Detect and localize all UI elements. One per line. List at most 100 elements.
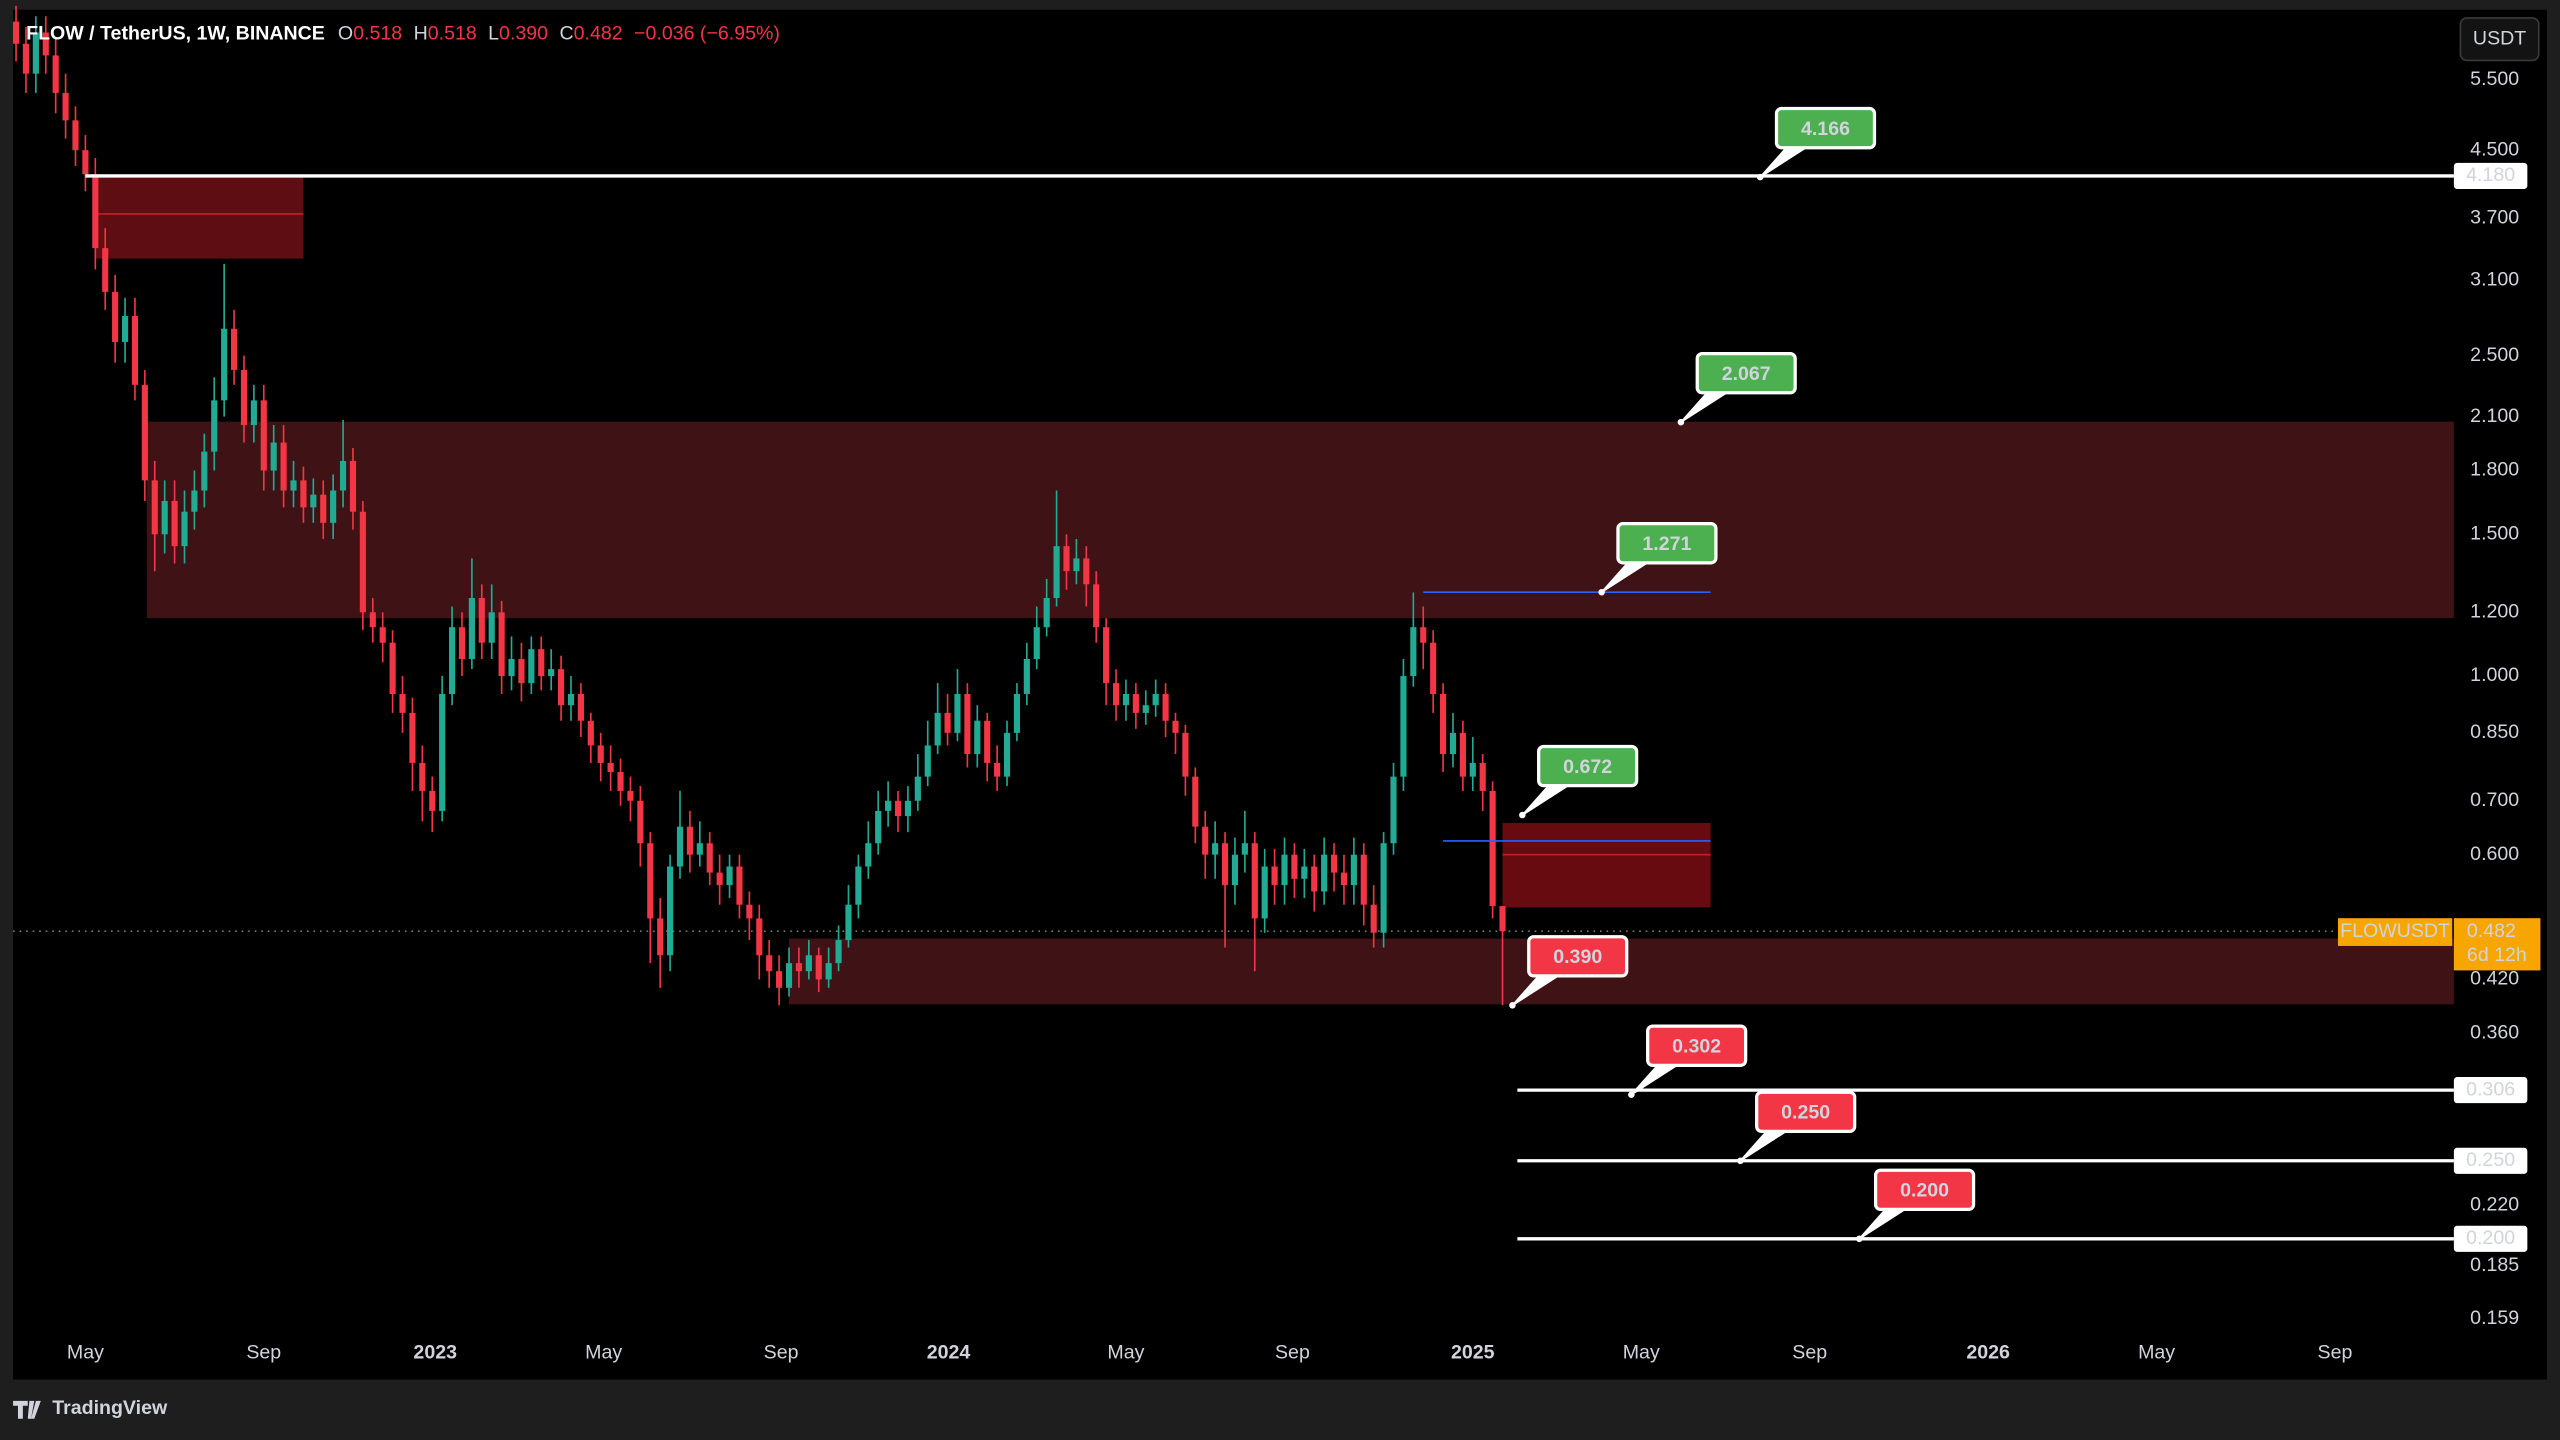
callout-box <box>1527 935 1629 978</box>
candle-body <box>1122 693 1130 706</box>
candle-body <box>1152 693 1159 706</box>
zone <box>1502 822 1711 908</box>
candle-body <box>1172 720 1179 733</box>
candle-body <box>349 460 357 512</box>
candle-body <box>508 658 515 677</box>
candle-body <box>1033 627 1040 659</box>
callout-box <box>1616 522 1718 565</box>
symbol-title: FLOW / TetherUS, 1W, BINANCE <box>26 22 325 44</box>
candle-body <box>994 762 1001 777</box>
candle-body <box>875 810 882 844</box>
candle-body <box>964 693 971 755</box>
y-tick-label: 0.600 <box>2470 843 2519 865</box>
callout-label: 0.390 <box>1553 946 1602 968</box>
candle-body <box>696 843 703 855</box>
ohlc-value: 0.390 <box>499 22 548 44</box>
callout-label: 2.067 <box>1722 363 1771 385</box>
ohlc-value: 0.482 <box>574 22 623 44</box>
candle-body <box>1103 627 1110 684</box>
candle-body <box>1311 866 1318 892</box>
candle-body <box>528 649 535 684</box>
zone <box>146 421 2454 619</box>
candle-body <box>766 955 773 972</box>
candle-body <box>379 627 386 643</box>
candle-body <box>22 43 30 74</box>
overlays: 5.500 4.500 3.700 3.100 2.500 2.100 1.800 1.500… <box>67 68 2541 1364</box>
candle-body <box>1400 676 1407 777</box>
candle-body <box>1370 904 1377 933</box>
candle-body <box>1479 762 1486 791</box>
candle-body <box>419 762 426 791</box>
candle-body <box>617 772 624 791</box>
candle-body <box>62 92 69 121</box>
currency-label[interactable]: USDT <box>2473 27 2526 49</box>
candle-body <box>240 369 248 426</box>
candle-body <box>548 669 555 677</box>
candle-body <box>944 712 951 733</box>
candle-body <box>300 480 307 508</box>
candle-body <box>984 720 991 763</box>
candle-body <box>330 490 337 523</box>
x-tick-label: May <box>2138 1342 2175 1364</box>
callout-label: 0.250 <box>1781 1102 1830 1124</box>
candle-body <box>1410 627 1417 677</box>
callout-box <box>1755 1090 1857 1134</box>
candle-body <box>102 248 109 292</box>
symbol-tag <box>2337 918 2453 946</box>
candle-body <box>121 316 129 342</box>
candle-body <box>448 627 456 694</box>
candle-body <box>478 598 485 643</box>
candle-body <box>1132 693 1139 713</box>
y-tick-label: 1.800 <box>2470 459 2519 481</box>
brand: TradingView <box>13 1397 168 1419</box>
callout-anchor <box>1509 1002 1516 1009</box>
candle-body <box>776 971 783 988</box>
y-tick-label: 3.700 <box>2470 207 2519 229</box>
candle-body <box>686 826 693 855</box>
y-tick-label: 2.100 <box>2470 405 2519 427</box>
candle-body <box>221 328 228 401</box>
candle-body <box>270 442 277 471</box>
callout-box <box>1873 1168 1976 1212</box>
candle-body <box>597 745 604 763</box>
y-tick-label: 0.420 <box>2470 968 2519 990</box>
callout-label: 4.166 <box>1801 118 1850 140</box>
x-tick-label: May <box>1107 1342 1144 1364</box>
candle-body <box>657 918 664 956</box>
candle-body <box>1182 732 1189 777</box>
zone <box>95 174 304 259</box>
candle-body <box>1390 776 1397 844</box>
candle-body <box>1202 826 1209 855</box>
candle-body <box>280 442 287 491</box>
x-tick-label: May <box>585 1342 622 1364</box>
candle-body <box>924 745 931 777</box>
candle-body <box>746 904 753 919</box>
candle-body <box>805 955 812 972</box>
x-tick-label: 2024 <box>927 1342 971 1364</box>
candle-body <box>558 669 565 706</box>
candle-body <box>409 712 416 763</box>
candle-body <box>339 460 347 491</box>
callout-anchor <box>1519 811 1526 819</box>
y-tick-label: 4.500 <box>2470 138 2519 160</box>
y-tick-label: 1.500 <box>2470 522 2519 544</box>
candle-body <box>1043 598 1050 628</box>
level-tag <box>2453 162 2528 189</box>
ohlc-key: C <box>560 22 574 44</box>
candle-body <box>1321 854 1328 892</box>
candle-body <box>1212 843 1219 855</box>
currency-button[interactable] <box>2459 17 2540 62</box>
candle-body <box>627 790 634 801</box>
candle-body <box>468 598 475 659</box>
candle-body <box>429 790 436 811</box>
candle-body <box>904 800 912 817</box>
candle-body <box>389 642 396 694</box>
candle-body <box>726 866 733 886</box>
price-tag <box>2453 918 2541 971</box>
candle-body <box>785 963 793 988</box>
callout-anchor <box>1677 418 1685 426</box>
y-tick-label: 0.360 <box>2470 1021 2519 1043</box>
x-tick-label: Sep <box>2318 1342 2353 1364</box>
